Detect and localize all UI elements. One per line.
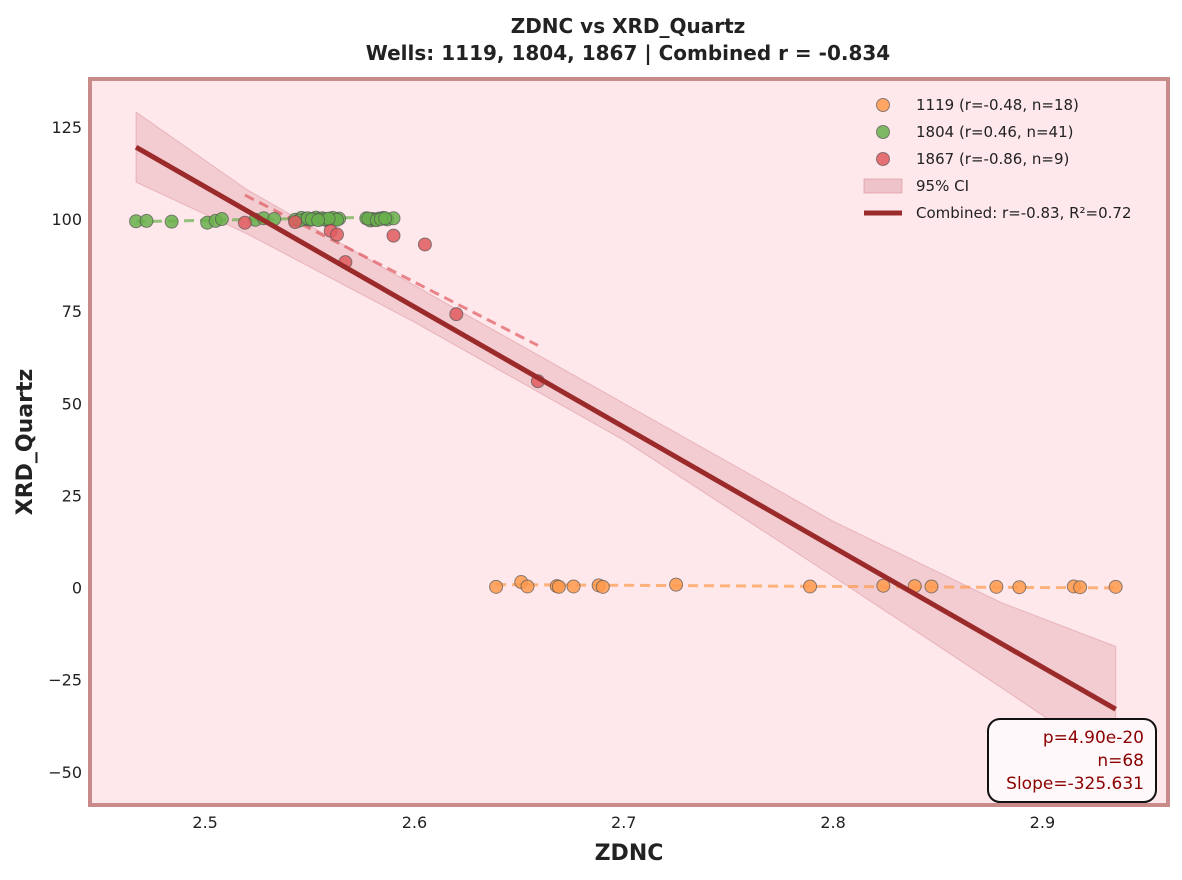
x-tick-label: 2.7	[611, 813, 636, 832]
y-tick-label: 25	[62, 486, 82, 505]
legend-label-series-1: 1804 (r=0.46, n=41)	[916, 123, 1073, 141]
legend-label-series-2: 1867 (r=-0.86, n=9)	[916, 150, 1069, 168]
point-series-0-0	[489, 579, 504, 594]
y-tick-label: 125	[51, 118, 82, 137]
stats-line: Slope=-325.631	[1006, 774, 1144, 794]
point-series-2-6	[417, 237, 432, 252]
point-series-2-1	[288, 214, 303, 229]
point-series-0-17	[1108, 579, 1123, 594]
point-series-0-9	[803, 579, 818, 594]
chart-title: ZDNC vs XRD_Quartz	[511, 14, 746, 38]
combined-regression-line	[134, 145, 1117, 712]
stats-box: p=4.90e-20 n=68 Slope=-325.631	[987, 718, 1157, 803]
legend-marker-ci	[863, 178, 903, 194]
chart-titles: ZDNC vs XRD_Quartz Wells: 1119, 1804, 18…	[366, 14, 890, 65]
y-tick-label: 100	[51, 210, 82, 229]
plot-content	[129, 111, 1123, 766]
stats-line: n=68	[1097, 751, 1144, 771]
legend-label-ci: 95% CI	[916, 177, 969, 195]
legend-marker-series-1	[876, 125, 890, 139]
point-series-2-0	[237, 215, 252, 230]
point-series-2-5	[386, 228, 401, 243]
point-series-0-12	[924, 579, 939, 594]
point-series-1-1	[139, 213, 154, 228]
x-axis-ticks: 2.5 2.6 2.7 2.8 2.9	[192, 813, 1055, 832]
point-series-0-16	[1073, 580, 1088, 595]
legend-label-combined: Combined: r=-0.83, R²=0.72	[916, 204, 1132, 222]
y-tick-label: 50	[62, 394, 82, 413]
stats-line: p=4.90e-20	[1043, 728, 1144, 748]
point-series-1-40	[311, 213, 326, 228]
y-tick-label: 75	[62, 302, 82, 321]
point-series-0-10	[876, 578, 891, 593]
point-series-2-3	[329, 227, 344, 242]
legend-label-series-0: 1119 (r=-0.48, n=18)	[916, 96, 1079, 114]
x-tick-label: 2.8	[820, 813, 845, 832]
plot-frame	[88, 77, 1170, 807]
y-axis-ticks: −50 −25 0 25 50 75 100 125	[48, 118, 82, 782]
point-series-0-13	[989, 579, 1004, 594]
chart-subtitle: Wells: 1119, 1804, 1867 | Combined r = -…	[366, 41, 890, 65]
point-series-2-7	[449, 307, 464, 322]
point-series-1-5	[214, 212, 229, 227]
point-series-0-5	[566, 579, 581, 594]
legend-marker-series-2	[876, 152, 890, 166]
point-series-0-7	[595, 579, 610, 594]
point-series-1-2	[164, 214, 179, 229]
point-series-1-37	[378, 211, 393, 226]
legend-marker-series-0	[876, 98, 890, 112]
x-tick-label: 2.6	[402, 813, 427, 832]
legend: 1119 (r=-0.48, n=18) 1804 (r=0.46, n=41) 1…	[863, 96, 1132, 222]
point-series-0-8	[669, 577, 684, 592]
point-series-0-2	[520, 579, 535, 594]
y-tick-label: 0	[72, 579, 82, 598]
x-tick-label: 2.9	[1030, 813, 1055, 832]
y-axis-label: XRD_Quartz	[13, 369, 38, 516]
x-axis-label: ZDNC	[595, 841, 664, 866]
point-series-0-14	[1012, 580, 1027, 595]
y-tick-label: −50	[48, 763, 82, 782]
x-tick-label: 2.5	[192, 813, 217, 832]
stats-box-frame	[987, 718, 1157, 803]
point-series-0-4	[551, 579, 566, 594]
y-tick-label: −25	[48, 671, 82, 690]
